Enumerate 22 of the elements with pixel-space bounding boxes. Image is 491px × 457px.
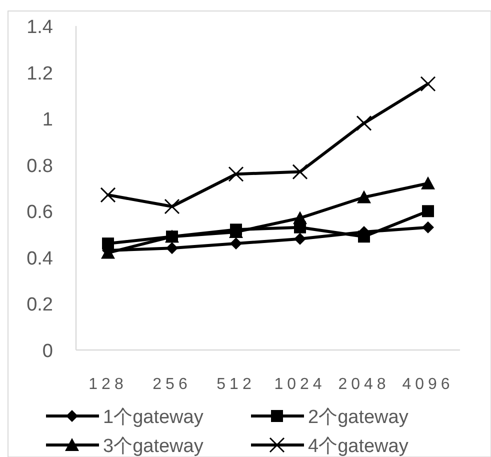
y-tick-label: 1.2 xyxy=(26,63,53,84)
y-tick-label: 0.8 xyxy=(26,156,53,177)
x-tick-label: 2048 xyxy=(338,376,390,393)
legend-label: 1个gateway xyxy=(103,407,204,428)
x-tick-label: 1024 xyxy=(274,376,326,393)
x-tick-label: 256 xyxy=(152,376,192,393)
y-tick-label: 0.2 xyxy=(26,294,53,316)
x-tick-label: 128 xyxy=(88,376,128,393)
legend-item: 4个gateway xyxy=(251,436,408,457)
legend-label: 2个gateway xyxy=(308,407,409,428)
y-tick-label: 1 xyxy=(42,110,53,131)
y-tick-label: 0.6 xyxy=(26,202,53,224)
legend-label: 3个gateway xyxy=(103,436,204,457)
y-tick-label: 1.4 xyxy=(26,17,53,38)
y-tick-label: 0 xyxy=(42,341,53,362)
legend-item: 3个gateway xyxy=(46,436,204,457)
x-tick-label: 512 xyxy=(216,376,256,393)
legend-item: 2个gateway xyxy=(251,407,408,428)
legend-label: 4个gateway xyxy=(308,436,409,457)
y-tick-label: 0.4 xyxy=(26,248,53,270)
legend-item: 1个gateway xyxy=(46,407,204,428)
x-tick-label: 4096 xyxy=(402,376,454,393)
